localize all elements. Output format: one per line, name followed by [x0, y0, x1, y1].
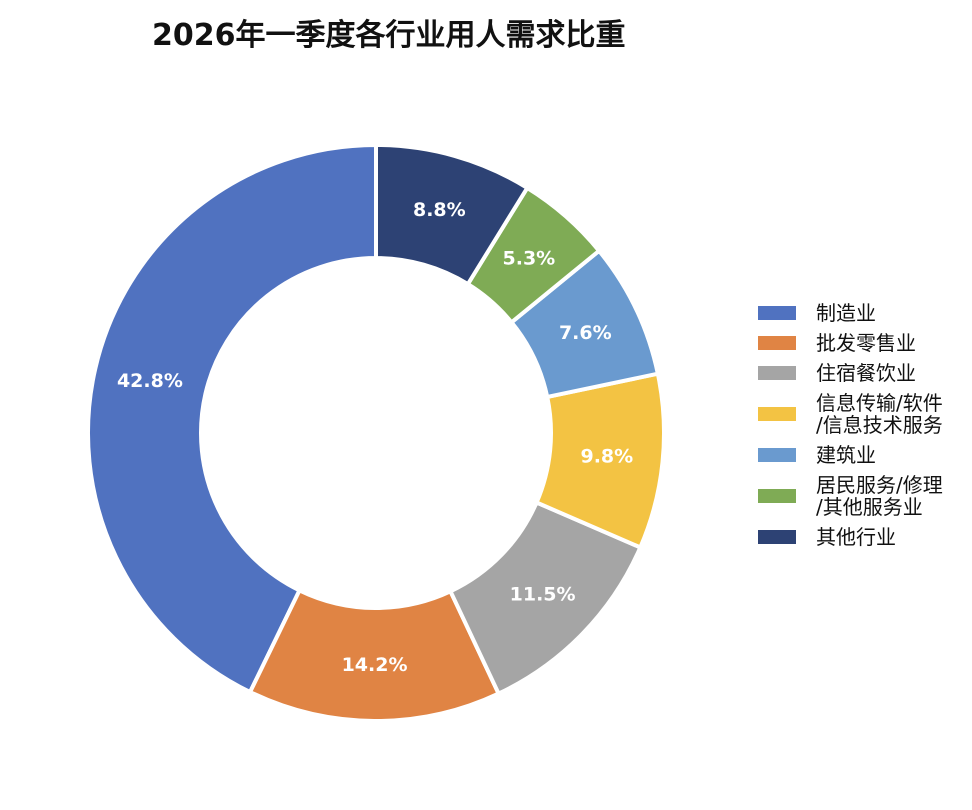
- legend-swatch: [758, 336, 796, 350]
- slice-label-1: 14.2%: [342, 654, 408, 676]
- legend-item: 建筑业: [758, 444, 968, 466]
- legend-swatch: [758, 489, 796, 503]
- legend-label: 居民服务/修理 /其他服务业: [816, 473, 943, 519]
- slice-label-0: 42.8%: [117, 370, 183, 392]
- slice-label-6: 8.8%: [413, 199, 466, 221]
- legend-item: 批发零售业: [758, 332, 968, 354]
- slice-label-3: 9.8%: [580, 445, 633, 467]
- legend-swatch: [758, 407, 796, 421]
- legend-label: 建筑业: [816, 443, 876, 467]
- legend-item: 住宿餐饮业: [758, 362, 968, 384]
- slice-6: [374, 143, 530, 287]
- legend-item: 其他行业: [758, 526, 968, 548]
- legend-item: 信息传输/软件 /信息技术服务: [758, 392, 968, 436]
- slice-label-5: 5.3%: [503, 247, 556, 269]
- legend-label: 信息传输/软件 /信息技术服务: [816, 391, 943, 437]
- legend-swatch: [758, 448, 796, 462]
- legend-label: 其他行业: [816, 525, 896, 549]
- legend-label: 制造业: [816, 301, 876, 325]
- legend-item: 居民服务/修理 /其他服务业: [758, 474, 968, 518]
- legend-label: 住宿餐饮业: [816, 361, 916, 385]
- donut-chart: 42.8% 14.2% 11.5% 9.8% 7.6% 5.3% 8.8%: [86, 143, 666, 723]
- legend-item: 制造业: [758, 302, 968, 324]
- legend-swatch: [758, 306, 796, 320]
- slice-label-2: 11.5%: [510, 583, 576, 605]
- legend-swatch: [758, 366, 796, 380]
- legend-swatch: [758, 530, 796, 544]
- slice-0: [86, 143, 378, 695]
- chart-title: 2026年一季度各行业用人需求比重: [152, 18, 626, 53]
- legend: 制造业批发零售业住宿餐饮业信息传输/软件 /信息技术服务建筑业居民服务/修理 /…: [758, 302, 968, 556]
- legend-label: 批发零售业: [816, 331, 916, 355]
- slice-label-4: 7.6%: [559, 322, 612, 344]
